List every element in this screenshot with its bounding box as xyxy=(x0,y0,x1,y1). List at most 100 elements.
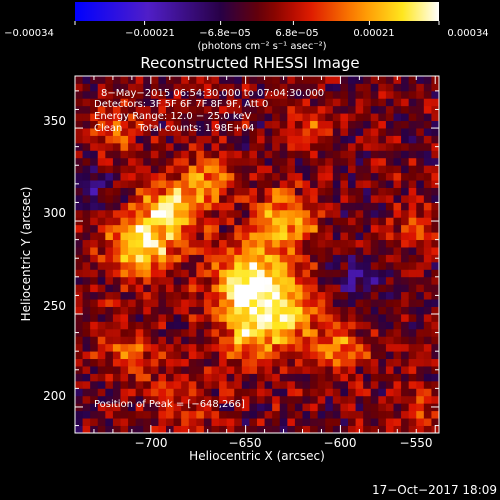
heatmap-cell xyxy=(97,128,106,136)
heatmap-cell xyxy=(294,261,303,270)
heatmap-cell xyxy=(416,314,425,322)
heatmap-cell xyxy=(128,261,137,270)
heatmap-cell xyxy=(158,157,167,166)
heatmap-cell xyxy=(378,239,387,248)
heatmap-cell xyxy=(279,209,288,218)
heatmap-cell xyxy=(203,418,212,426)
heatmap-cell xyxy=(211,314,220,322)
heatmap-cell xyxy=(310,261,319,270)
heatmap-cell xyxy=(120,165,129,174)
heatmap-cell xyxy=(249,232,258,241)
heatmap-cell xyxy=(173,395,182,404)
heatmap-cell xyxy=(408,380,417,389)
heatmap-cell xyxy=(317,172,326,181)
heatmap-cell xyxy=(317,418,326,426)
heatmap-cell xyxy=(166,142,174,151)
heatmap-cell xyxy=(348,366,356,374)
heatmap-cell xyxy=(332,195,341,203)
heatmap-cell xyxy=(173,284,182,293)
heatmap-cell xyxy=(363,388,372,397)
heatmap-cell xyxy=(257,76,265,84)
heatmap-cell xyxy=(120,247,129,255)
heatmap-cell xyxy=(97,328,106,337)
heatmap-cell xyxy=(355,276,364,285)
heatmap-cell xyxy=(82,113,91,122)
heatmap-cell xyxy=(82,358,91,367)
heatmap-cell xyxy=(408,366,417,374)
heatmap-cell xyxy=(150,358,159,367)
heatmap-cell xyxy=(143,395,152,404)
heatmap-cell xyxy=(416,142,425,151)
heatmap-cell xyxy=(241,314,250,322)
heatmap-cell xyxy=(370,120,379,129)
heatmap-cell xyxy=(226,76,235,84)
heatmap-cell xyxy=(75,195,83,203)
heatmap-cell xyxy=(423,172,432,181)
heatmap-cell xyxy=(423,380,432,389)
heatmap-cell xyxy=(332,373,341,382)
heatmap-cell xyxy=(97,150,106,159)
heatmap-cell xyxy=(90,105,99,114)
heatmap-cell xyxy=(143,232,152,241)
heatmap-cell xyxy=(416,180,425,188)
heatmap-cell xyxy=(211,128,220,136)
heatmap-cell xyxy=(355,336,364,345)
heatmap-cell xyxy=(385,202,394,211)
heatmap-cell xyxy=(378,209,387,218)
heatmap-cell xyxy=(226,343,235,352)
heatmap-cell xyxy=(279,165,288,174)
heatmap-cell xyxy=(317,343,326,352)
heatmap-cell xyxy=(112,321,121,330)
heatmap-cell xyxy=(219,165,228,174)
heatmap-cell xyxy=(408,239,417,248)
heatmap-cell xyxy=(173,254,182,263)
heatmap-cell xyxy=(203,343,212,352)
heatmap-cell xyxy=(128,217,137,226)
heatmap-cell xyxy=(241,373,250,382)
heatmap-cell xyxy=(257,380,265,389)
heatmap-cell xyxy=(105,209,114,218)
heatmap-cell xyxy=(302,105,311,114)
heatmap-cell xyxy=(423,299,432,307)
heatmap-cell xyxy=(75,418,83,426)
heatmap-cell xyxy=(112,247,121,255)
heatmap-cell xyxy=(128,269,137,278)
heatmap-cell xyxy=(241,403,250,412)
heatmap-cell xyxy=(294,328,303,337)
heatmap-cell xyxy=(219,373,228,382)
heatmap-cell xyxy=(401,180,410,188)
heatmap-cell xyxy=(332,336,341,345)
heatmap-cell xyxy=(401,247,410,255)
annotations: 8−May−2015 06:54:30.000 to 07:04:30.000 … xyxy=(94,88,324,410)
heatmap-cell xyxy=(363,343,372,352)
heatmap-cell xyxy=(143,314,152,322)
heatmap-cell xyxy=(158,90,167,99)
heatmap-cell xyxy=(112,373,121,382)
heatmap-cell xyxy=(97,299,106,307)
heatmap-cell xyxy=(128,232,137,241)
heatmap-cell xyxy=(75,128,83,136)
heatmap-cell xyxy=(310,202,319,211)
heatmap-cell xyxy=(128,202,137,211)
heatmap-cell xyxy=(90,254,99,263)
heatmap-cell xyxy=(241,120,250,129)
heatmap-cell xyxy=(241,366,250,374)
heatmap-cell xyxy=(75,276,83,285)
heatmap-cell xyxy=(370,202,379,211)
heatmap-cell xyxy=(90,120,99,129)
heatmap-cell xyxy=(249,284,258,293)
heatmap-cell xyxy=(82,291,91,300)
heatmap-cell xyxy=(173,247,182,255)
heatmap-cell xyxy=(203,403,212,412)
heatmap-cell xyxy=(135,299,144,307)
heatmap-cell xyxy=(97,224,106,233)
heatmap-cell xyxy=(264,336,273,345)
heatmap-cell xyxy=(317,284,326,293)
heatmap-cell xyxy=(393,157,402,166)
heatmap-cell xyxy=(393,180,402,188)
heatmap-cell xyxy=(317,128,326,136)
heatmap-cell xyxy=(234,358,243,367)
heatmap-cell xyxy=(348,120,356,129)
heatmap-cell xyxy=(75,388,83,397)
heatmap-cell xyxy=(393,343,402,352)
